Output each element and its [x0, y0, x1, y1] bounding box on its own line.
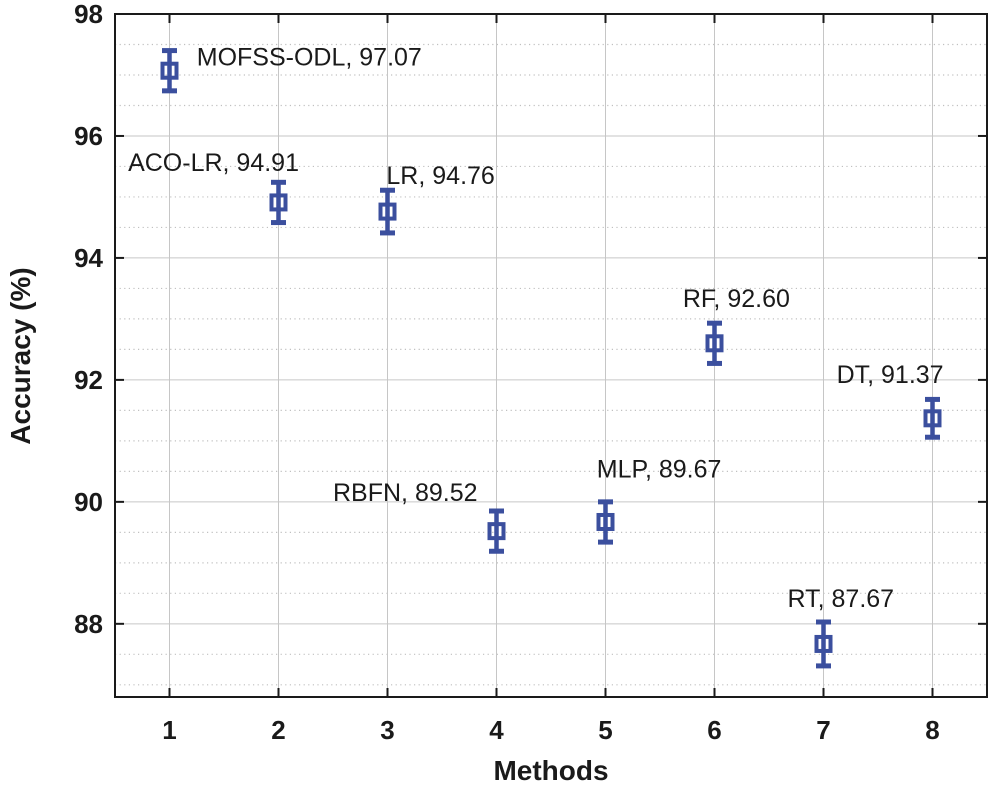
data-point-dt	[923, 396, 942, 440]
x-axis-title: Methods	[493, 755, 608, 786]
data-point-rbfn	[487, 508, 506, 554]
square-marker	[487, 522, 506, 541]
x-tick-label: 3	[380, 715, 394, 745]
x-tick-label: 4	[489, 715, 504, 745]
x-tick-label: 7	[816, 715, 830, 745]
x-tick-label: 8	[925, 715, 939, 745]
x-tick-label: 2	[271, 715, 285, 745]
axes-and-ticks	[114, 13, 988, 698]
data-points	[160, 48, 942, 669]
square-marker	[596, 512, 615, 531]
data-point-mofss-odl	[160, 48, 179, 94]
gridlines	[115, 14, 987, 697]
point-label-lr: LR, 94.76	[386, 162, 494, 190]
x-tick-label: 5	[598, 715, 612, 745]
square-marker	[160, 61, 179, 80]
x-tick-label: 1	[162, 715, 176, 745]
data-labels: MOFSS-ODL, 97.07 ACO-LR, 94.91 LR, 94.76 RB…	[128, 44, 944, 614]
point-label-rf: RF, 92.60	[683, 285, 790, 313]
square-marker	[923, 409, 942, 428]
square-marker	[705, 334, 724, 353]
data-point-aco-lr	[269, 179, 288, 226]
y-tick-label: 94	[74, 243, 103, 273]
point-label-mlp: MLP, 89.67	[597, 455, 722, 483]
y-tick-label: 90	[74, 487, 103, 517]
point-label-aco-lr: ACO-LR, 94.91	[128, 149, 299, 177]
point-label-dt: DT, 91.37	[837, 361, 944, 389]
y-tick-label: 92	[74, 365, 103, 395]
data-point-rt	[814, 619, 833, 669]
plot-border	[114, 13, 988, 698]
point-label-mofss-odl: MOFSS-ODL, 97.07	[197, 44, 422, 72]
square-marker	[269, 193, 288, 212]
point-label-rbfn: RBFN, 89.52	[333, 479, 478, 507]
data-point-rf	[705, 320, 724, 366]
square-marker	[814, 634, 833, 653]
data-point-mlp	[596, 499, 615, 545]
y-axis-title: Accuracy (%)	[5, 267, 36, 444]
x-tick-label: 6	[707, 715, 721, 745]
point-label-rt: RT, 87.67	[788, 585, 895, 613]
y-tick-label: 96	[74, 121, 103, 151]
y-tick-label: 98	[74, 0, 103, 29]
data-point-lr	[378, 187, 397, 236]
y-tick-label: 88	[74, 609, 103, 639]
square-marker	[378, 202, 397, 221]
